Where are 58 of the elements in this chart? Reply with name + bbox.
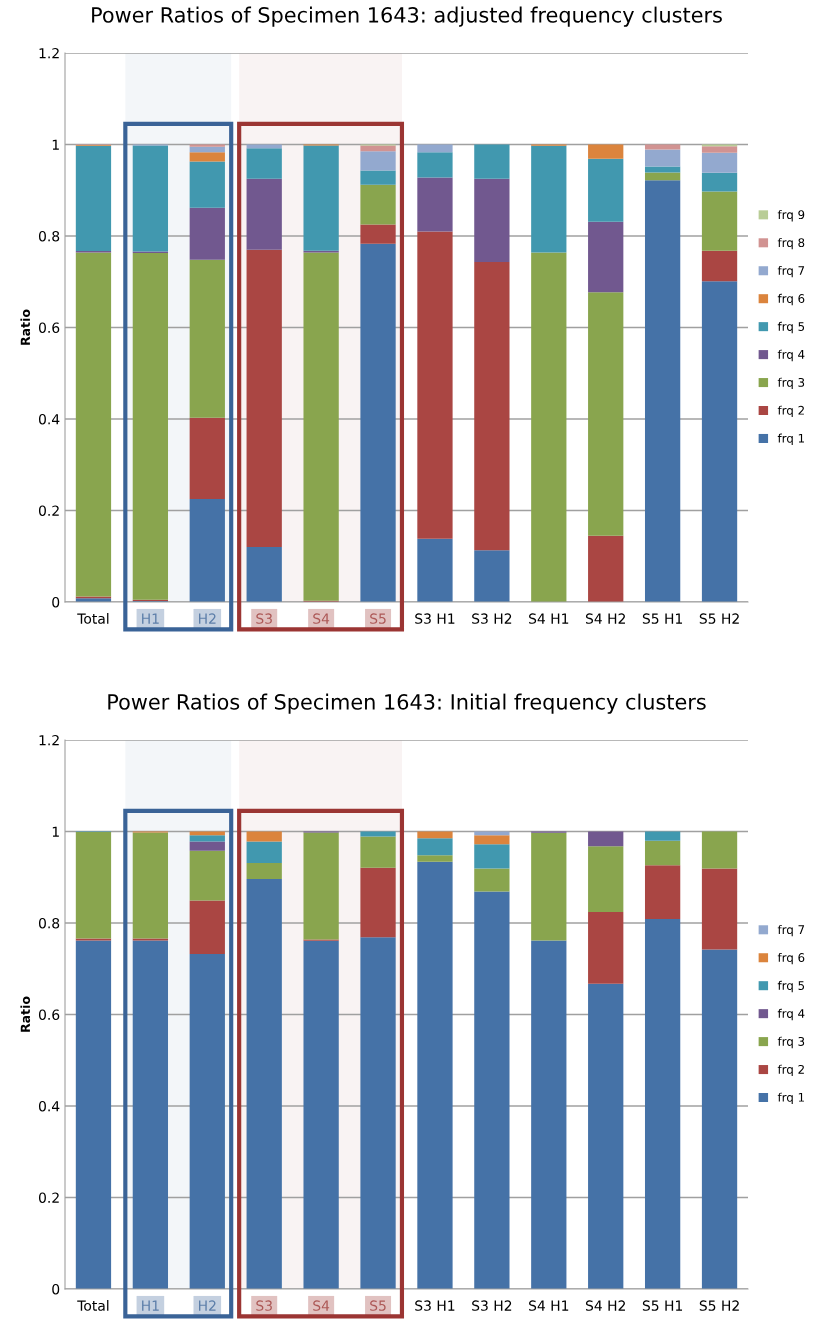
legend-label: frq 1 [777, 1092, 804, 1105]
x-tick-label: S5 H1 [642, 613, 683, 624]
x-tick-label: S5 [370, 1300, 386, 1311]
x-tick-label: S5 H1 [642, 1300, 683, 1311]
x-tick-label: S3 H1 [415, 613, 455, 624]
y-tick-label: 0.2 [38, 505, 59, 516]
legend-label: frq 5 [777, 321, 805, 334]
y-tick-label: 0.2 [38, 1192, 59, 1203]
legend-label: frq 8 [777, 237, 805, 250]
x-tick-label: S3 H1 [415, 1300, 455, 1311]
legend-label: frq 4 [777, 349, 805, 362]
y-axis-title: Ratio [20, 309, 31, 345]
x-tick-label: S5 [370, 613, 386, 624]
x-tick-label: S5 H2 [699, 613, 739, 624]
y-tick-label: 1.2 [39, 47, 59, 59]
y-axis-title: Ratio [20, 996, 31, 1032]
legend-label: frq 7 [777, 924, 805, 937]
x-tick-label: S4 H1 [529, 1300, 569, 1311]
x-tick-label: S4 H1 [529, 613, 569, 624]
x-tick-label: S3 [256, 613, 272, 624]
x-tick-label: S4 H2 [585, 613, 625, 624]
y-tick-label: 0.8 [38, 230, 60, 242]
x-tick-label: H1 [142, 613, 159, 624]
x-tick-label: S5 H2 [699, 1300, 739, 1311]
x-tick-label: S4 H2 [585, 1300, 625, 1311]
x-tick-label: S4 [313, 1300, 330, 1311]
y-tick-label: 0.8 [38, 917, 60, 929]
legend-label: frq 6 [777, 293, 805, 306]
legend-label: frq 4 [777, 1008, 805, 1021]
y-tick-label: 1 [52, 826, 59, 837]
x-tick-label: Total [77, 613, 109, 624]
chart-title: Power Ratios of Specimen 1643: adjusted frequency clusters [92, 6, 722, 27]
legend-label: frq 3 [777, 1036, 805, 1049]
legend-label: frq 3 [777, 377, 805, 390]
x-tick-label: S3 H2 [472, 613, 512, 624]
y-tick-label: 0 [52, 1283, 60, 1295]
y-tick-label: 0.4 [38, 413, 60, 425]
x-tick-label: H1 [142, 1300, 159, 1311]
x-tick-label: H2 [199, 1300, 216, 1311]
legend-label: frq 1 [777, 433, 804, 446]
chart-title: Power Ratios of Specimen 1643: Initial frequency clusters [108, 693, 706, 714]
legend-label: frq 2 [777, 405, 804, 418]
x-tick-label: H2 [199, 613, 216, 624]
x-tick-label: S3 [256, 1300, 272, 1311]
legend-label: frq 5 [777, 980, 805, 993]
y-tick-label: 1.2 [39, 734, 59, 746]
y-tick-label: 0 [52, 596, 60, 608]
x-tick-label: Total [77, 1300, 109, 1311]
legend-label: frq 9 [777, 209, 805, 222]
legend-label: frq 7 [777, 265, 805, 278]
legend-label: frq 6 [777, 952, 805, 965]
y-tick-label: 0.6 [38, 1009, 60, 1020]
legend-label: frq 2 [777, 1064, 804, 1077]
y-tick-label: 0.4 [38, 1100, 60, 1112]
x-tick-label: S3 H2 [472, 1300, 512, 1311]
x-tick-label: S4 [313, 613, 330, 624]
y-tick-label: 1 [52, 139, 59, 150]
y-tick-label: 0.6 [38, 322, 60, 333]
